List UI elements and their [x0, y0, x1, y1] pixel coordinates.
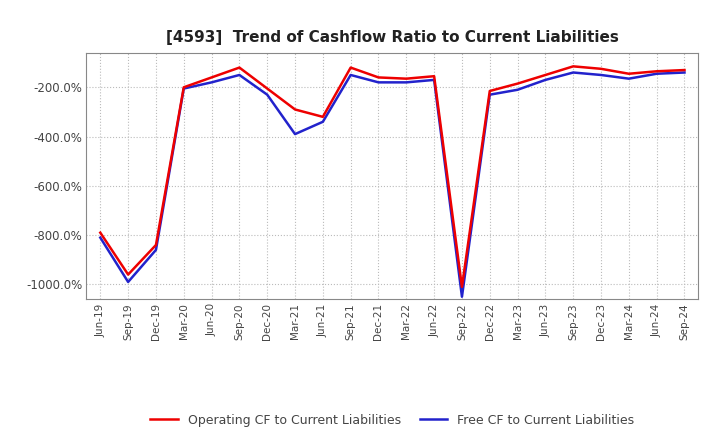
Operating CF to Current Liabilities: [152, 242, 161, 248]
Free CF to Current Liabilities: [541, 77, 550, 83]
Free CF to Current Liabilities: [485, 92, 494, 97]
Free CF to Current Liabilities: [179, 86, 188, 91]
Free CF to Current Liabilities: [263, 92, 271, 97]
Free CF to Current Liabilities: [652, 71, 661, 77]
Free CF to Current Liabilities: [430, 77, 438, 83]
Free CF to Current Liabilities: [458, 294, 467, 299]
Free CF to Current Liabilities: [318, 119, 327, 125]
Operating CF to Current Liabilities: [291, 107, 300, 112]
Free CF to Current Liabilities: [346, 72, 355, 77]
Operating CF to Current Liabilities: [652, 69, 661, 74]
Operating CF to Current Liabilities: [569, 64, 577, 69]
Free CF to Current Liabilities: [513, 87, 522, 92]
Free CF to Current Liabilities: [124, 279, 132, 285]
Free CF to Current Liabilities: [402, 80, 410, 85]
Line: Free CF to Current Liabilities: Free CF to Current Liabilities: [100, 73, 685, 297]
Operating CF to Current Liabilities: [346, 65, 355, 70]
Operating CF to Current Liabilities: [263, 86, 271, 91]
Title: [4593]  Trend of Cashflow Ratio to Current Liabilities: [4593] Trend of Cashflow Ratio to Curren…: [166, 29, 618, 45]
Free CF to Current Liabilities: [96, 235, 104, 240]
Operating CF to Current Liabilities: [374, 75, 383, 80]
Free CF to Current Liabilities: [624, 76, 633, 81]
Operating CF to Current Liabilities: [458, 284, 467, 290]
Operating CF to Current Liabilities: [124, 272, 132, 277]
Line: Operating CF to Current Liabilities: Operating CF to Current Liabilities: [100, 66, 685, 287]
Operating CF to Current Liabilities: [179, 84, 188, 90]
Free CF to Current Liabilities: [291, 132, 300, 137]
Operating CF to Current Liabilities: [207, 75, 216, 80]
Operating CF to Current Liabilities: [402, 76, 410, 81]
Free CF to Current Liabilities: [680, 70, 689, 75]
Operating CF to Current Liabilities: [680, 67, 689, 73]
Operating CF to Current Liabilities: [235, 65, 243, 70]
Operating CF to Current Liabilities: [318, 114, 327, 120]
Free CF to Current Liabilities: [569, 70, 577, 75]
Operating CF to Current Liabilities: [96, 230, 104, 235]
Operating CF to Current Liabilities: [624, 71, 633, 77]
Legend: Operating CF to Current Liabilities, Free CF to Current Liabilities: Operating CF to Current Liabilities, Fre…: [145, 409, 639, 432]
Operating CF to Current Liabilities: [597, 66, 606, 71]
Free CF to Current Liabilities: [374, 80, 383, 85]
Free CF to Current Liabilities: [235, 72, 243, 77]
Operating CF to Current Liabilities: [541, 72, 550, 77]
Operating CF to Current Liabilities: [485, 88, 494, 94]
Operating CF to Current Liabilities: [513, 81, 522, 86]
Operating CF to Current Liabilities: [430, 73, 438, 79]
Free CF to Current Liabilities: [207, 80, 216, 85]
Free CF to Current Liabilities: [152, 247, 161, 253]
Free CF to Current Liabilities: [597, 72, 606, 77]
